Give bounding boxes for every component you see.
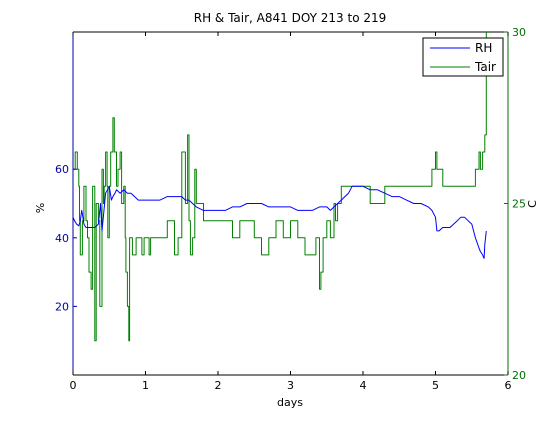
x-tick-label: 0 [70,379,77,392]
plot-area [73,32,508,375]
plot-frame [72,31,509,376]
legend: RH Tair [422,37,504,77]
x-tick-label: 6 [505,379,512,392]
series-layer [72,32,487,342]
y-right-tick-label: 25 [512,198,526,211]
x-tick-label: 3 [287,379,294,392]
y-right-axis-title: C [526,200,539,208]
x-tick-label: 5 [432,379,439,392]
y-right-tick-label: 20 [512,369,526,382]
legend-label-rh: RH [475,41,492,55]
legend-box [422,37,504,77]
x-tick-label: 2 [215,379,222,392]
x-axis-title: days [277,396,303,409]
series-line-rh [72,185,487,259]
y-left-tick-label: 60 [55,163,69,176]
y-left-tick-label: 20 [55,300,69,313]
chart-title: RH & Tair, A841 DOY 213 to 219 [194,11,387,25]
y-right-tick-label: 30 [512,26,526,39]
legend-label-tair: Tair [474,60,496,74]
x-tick-label: 4 [360,379,367,392]
x-tick-label: 1 [142,379,149,392]
y-left-tick-label: 40 [55,232,69,245]
y-left-axis-title: % [34,203,47,213]
